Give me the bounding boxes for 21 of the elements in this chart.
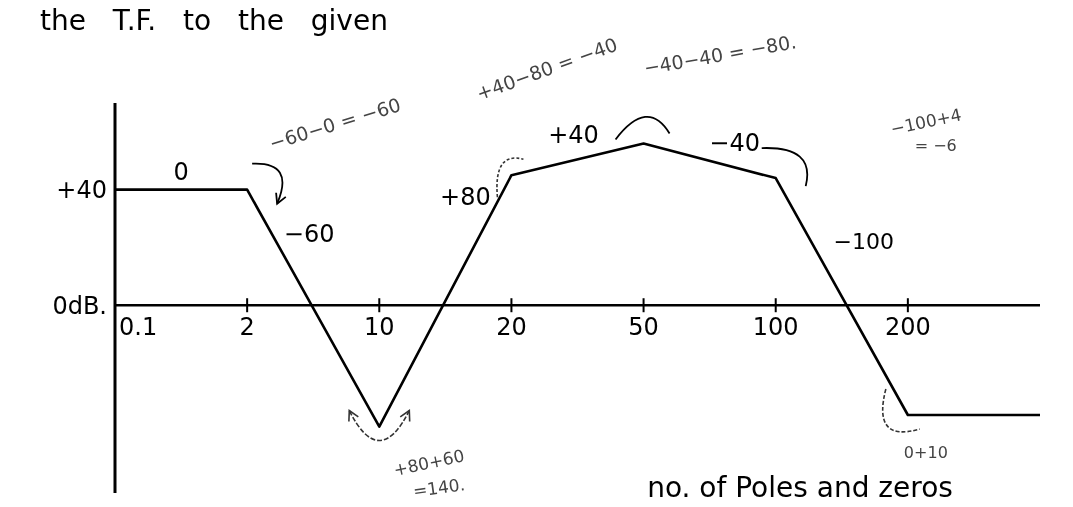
annotation: −100 xyxy=(833,229,894,255)
annotation: −60 xyxy=(283,219,335,248)
x-tick-label: 0.1 xyxy=(119,313,158,342)
chart-title: the T.F. to the given xyxy=(40,4,388,37)
annotation: no. of Poles and zeros xyxy=(647,470,953,504)
annotation: +80 xyxy=(440,183,491,212)
x-tick-label: 20 xyxy=(496,313,527,342)
annotation: −100+4 xyxy=(888,104,963,139)
x-tick-label: 50 xyxy=(628,313,659,342)
annotation: 0 xyxy=(173,157,189,186)
y-tick-label: 0dB. xyxy=(52,291,107,320)
x-tick-label: 2 xyxy=(239,313,255,342)
x-tick-label: 200 xyxy=(884,313,931,342)
annotation: = −6 xyxy=(914,136,957,156)
annotation: −40 xyxy=(709,128,760,157)
annotation: +40 xyxy=(548,121,599,150)
annotation: −60−0 = −60 xyxy=(266,92,404,154)
x-tick-label: 10 xyxy=(364,313,395,342)
x-tick-label: 100 xyxy=(752,313,799,342)
annotation: 0+10 xyxy=(903,443,948,463)
text: −40−40 = −80. xyxy=(641,30,798,80)
